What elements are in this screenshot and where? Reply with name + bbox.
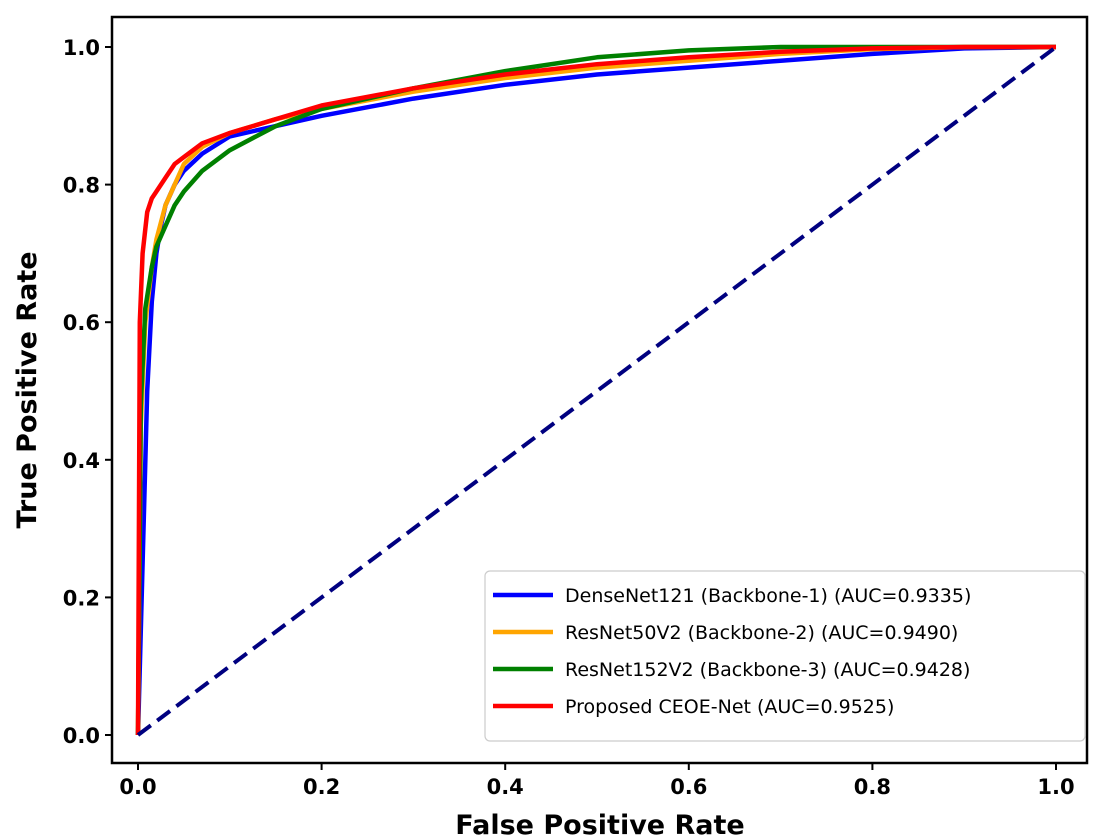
y-tick-label: 0.2 bbox=[63, 586, 100, 610]
legend-label: ResNet50V2 (Backbone-2) (AUC=0.9490) bbox=[565, 622, 958, 644]
x-tick-label: 1.0 bbox=[1037, 775, 1074, 799]
tick-layer: 0.0 0.2 0.4 0.6 0.8 1.0 0.0 0.2 0.4 0.6 0.8 1.0 bbox=[63, 36, 1075, 799]
axes-frame bbox=[110, 15, 1089, 765]
legend: DenseNet121 (Backbone-1) (AUC=0.9335) Res… bbox=[484, 570, 1086, 742]
legend-label: Proposed CEOE-Net (AUC=0.9525) bbox=[565, 696, 894, 718]
x-tick-label: 0.6 bbox=[670, 775, 707, 799]
series-line-1 bbox=[135, 44, 1057, 736]
series-line-4 bbox=[135, 44, 1056, 736]
x-tick-label: 0.0 bbox=[119, 775, 156, 799]
y-axis-label: True Positive Rate bbox=[12, 251, 43, 528]
x-tick-label: 0.8 bbox=[854, 775, 891, 799]
y-tick-label: 1.0 bbox=[63, 36, 100, 60]
y-tick-label: 0.4 bbox=[63, 449, 100, 473]
series-line-3 bbox=[135, 44, 1056, 736]
x-axis-label: False Positive Rate bbox=[455, 810, 745, 840]
y-tick-label: 0.8 bbox=[63, 174, 100, 198]
legend-label: ResNet152V2 (Backbone-3) (AUC=0.9428) bbox=[565, 659, 970, 681]
legend-label: DenseNet121 (Backbone-1) (AUC=0.9335) bbox=[565, 585, 971, 607]
x-tick-label: 0.4 bbox=[487, 775, 524, 799]
legend-box bbox=[484, 570, 1086, 742]
y-tick-label: 0.0 bbox=[63, 724, 100, 748]
series-layer bbox=[135, 44, 1058, 737]
y-tick-label: 0.6 bbox=[63, 311, 100, 335]
x-tick-label: 0.2 bbox=[303, 775, 340, 799]
